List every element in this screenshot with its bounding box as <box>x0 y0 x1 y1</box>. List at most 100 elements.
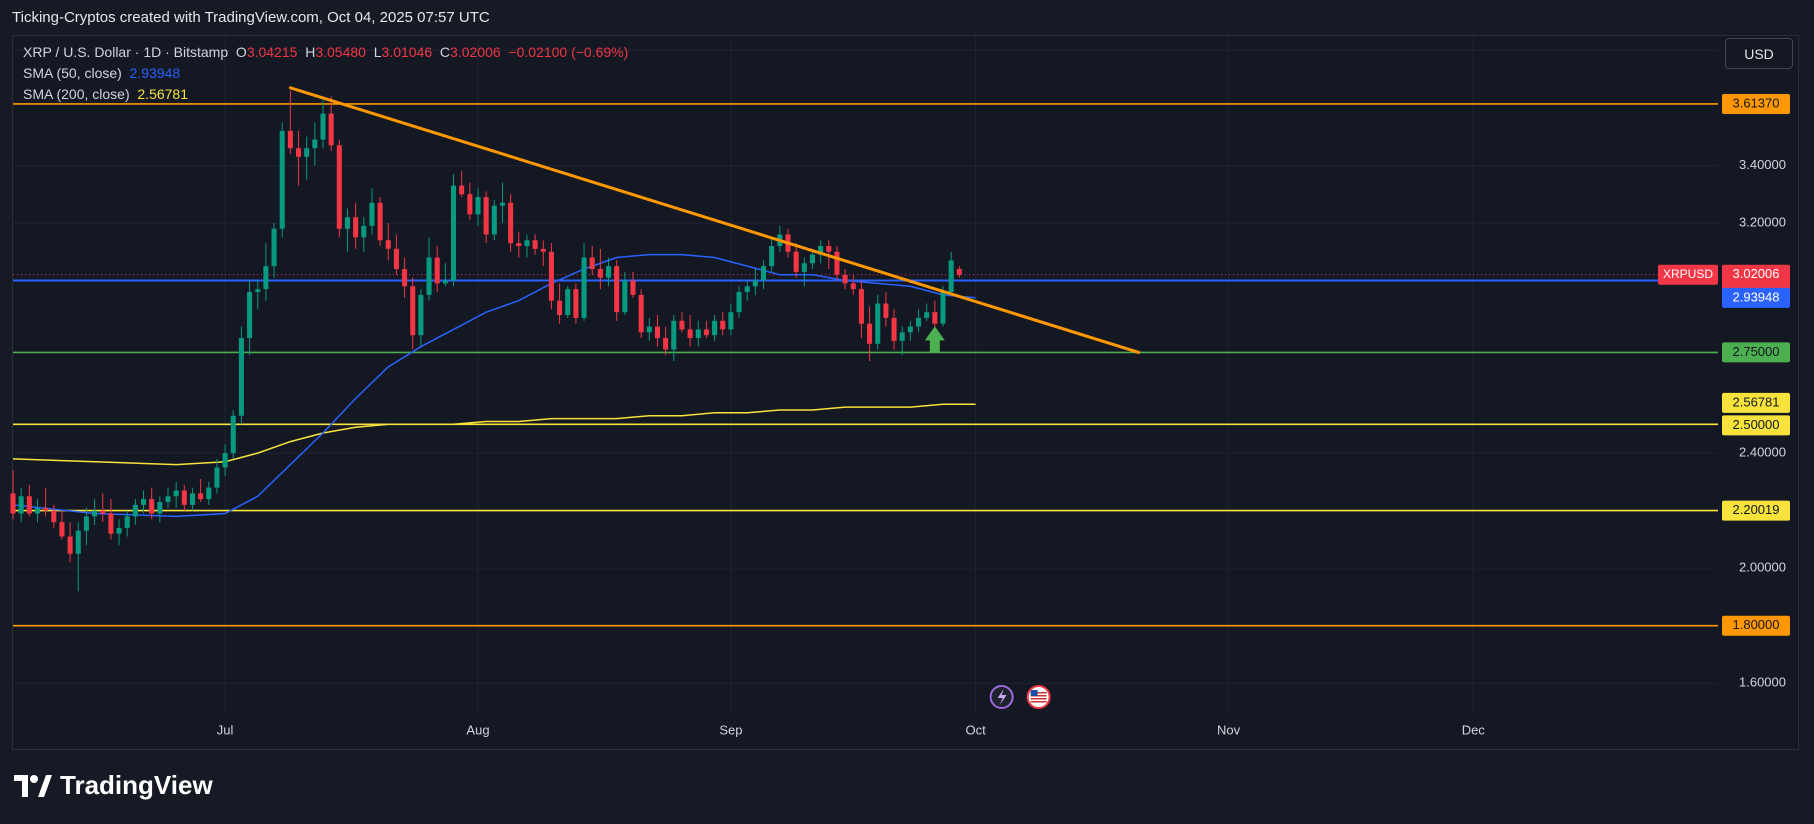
sma50-value: 2.93948 <box>129 65 181 81</box>
candle <box>198 478 204 503</box>
candle-body <box>450 185 457 281</box>
candle-body <box>181 490 187 505</box>
candle-body <box>116 527 122 534</box>
candle-body <box>92 510 98 517</box>
candle-body <box>801 263 807 272</box>
candle <box>703 320 709 339</box>
candle <box>638 289 644 339</box>
candle-body <box>940 292 946 324</box>
candle <box>255 280 261 310</box>
chart-frame[interactable] <box>12 35 1799 750</box>
level-price-label-bg <box>1722 342 1790 363</box>
candle-body <box>51 510 57 523</box>
candle <box>516 231 522 258</box>
candle-body <box>353 217 359 238</box>
candle <box>809 251 816 270</box>
candle <box>695 320 701 347</box>
candle <box>353 202 359 249</box>
candle-body <box>597 269 603 278</box>
candle <box>605 257 612 287</box>
y-axis-tick-label: 1.60000 <box>1739 675 1786 690</box>
candle <box>842 269 848 290</box>
candle-body <box>59 522 65 537</box>
candle-body <box>393 248 399 270</box>
candle <box>328 96 334 152</box>
symbol-tag-label: XRPUSD <box>1663 267 1713 281</box>
candle-body <box>344 217 351 229</box>
candle <box>385 222 391 261</box>
level-price-label-bg <box>1722 415 1790 436</box>
candle <box>459 171 465 198</box>
candle <box>671 315 677 362</box>
level-price-label: 2.20019 <box>1733 502 1780 517</box>
candle <box>238 326 244 425</box>
candle-body <box>630 280 636 295</box>
sma200-legend[interactable]: SMA (200, close) 2.56781 <box>23 86 188 102</box>
candle <box>801 257 807 287</box>
candle-body <box>907 326 913 333</box>
candle-body <box>703 329 709 336</box>
candle-body <box>899 332 905 341</box>
candle-body <box>426 257 432 295</box>
candle-body <box>124 516 130 528</box>
candle-body <box>83 516 89 531</box>
candle <box>557 283 563 324</box>
candle-body <box>932 312 938 324</box>
candle-body <box>646 326 652 333</box>
x-axis-tick-label: Nov <box>1217 722 1241 737</box>
symbol-tag-bg <box>1658 264 1718 285</box>
candle <box>573 283 579 324</box>
candle-body <box>915 317 922 327</box>
candle <box>907 320 913 341</box>
candles <box>10 90 962 592</box>
candle <box>581 243 587 321</box>
candle <box>654 315 661 347</box>
candle <box>679 312 685 333</box>
current-price-label: 3.02006 <box>1733 266 1780 281</box>
candle-body <box>26 496 32 514</box>
candle <box>393 234 399 275</box>
candle <box>744 280 750 301</box>
candle-body <box>687 329 693 339</box>
open-value: 3.04215 <box>246 44 298 60</box>
candle-body <box>165 496 171 503</box>
sma50-line <box>12 253 976 518</box>
y-axis-tick-label: 2.40000 <box>1739 445 1786 460</box>
tradingview-logo[interactable]: TradingView <box>14 770 213 801</box>
candle-body <box>850 283 856 290</box>
candle-body <box>304 148 310 157</box>
candle <box>646 317 652 341</box>
open-label: O <box>235 44 247 60</box>
candle-body <box>222 453 228 468</box>
candle <box>336 139 342 238</box>
candle <box>132 499 138 526</box>
candle-body <box>255 289 261 293</box>
candle-body <box>100 510 106 514</box>
x-axis-tick-label: Aug <box>466 722 489 737</box>
candle-body <box>532 240 538 249</box>
x-axis-tick-label: Sep <box>719 722 742 737</box>
y-axis-tick-label: 2.00000 <box>1739 560 1786 575</box>
symbol-title[interactable]: XRP / U.S. Dollar · 1D · Bitstamp <box>23 44 229 60</box>
candle <box>622 271 628 316</box>
candle-body <box>858 289 864 324</box>
candle-body <box>263 266 269 290</box>
candle-body <box>67 536 73 554</box>
candle <box>793 243 799 278</box>
candle-body <box>956 269 962 275</box>
lightning-glyph <box>997 689 1007 705</box>
grid-lines <box>13 36 1718 712</box>
x-axis-tick-label: Jul <box>217 722 234 737</box>
candle-body <box>402 269 408 287</box>
candle-body <box>157 502 163 514</box>
candle <box>410 277 416 350</box>
flag-stripe <box>1030 698 1047 700</box>
currency-button[interactable]: USD <box>1725 38 1793 69</box>
sma50-legend[interactable]: SMA (50, close) 2.93948 <box>23 65 180 81</box>
candle <box>875 294 881 350</box>
candle <box>663 326 669 356</box>
level-price-label: 1.80000 <box>1733 617 1780 632</box>
candle-body <box>279 130 285 229</box>
candle <box>67 522 73 563</box>
